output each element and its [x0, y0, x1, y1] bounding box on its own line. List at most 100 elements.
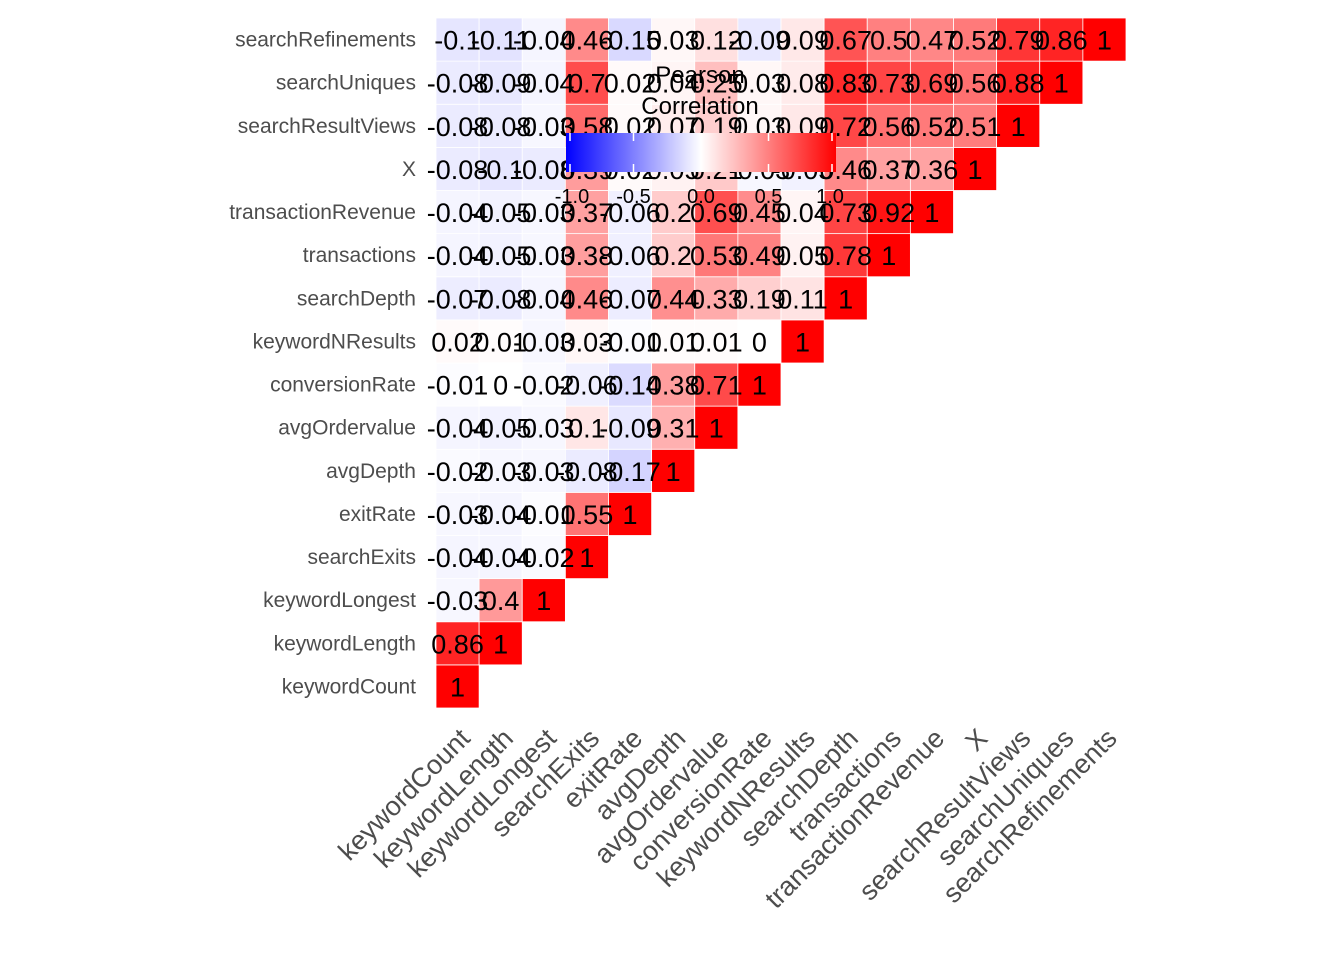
- heatmap-cell-avgDepth-keywordLongest: [521, 448, 566, 493]
- cell-value-searchResultViews-keywordLength: -0.08: [470, 112, 532, 142]
- cell-value-exitRate-searchExits: 0.55: [561, 500, 614, 530]
- cell-value-keywordNResults-keywordLength: 0.01: [474, 327, 527, 357]
- cell-value-searchResultViews-transactions: 0.56: [863, 112, 916, 142]
- heatmap-cell-searchResultViews-X: [953, 103, 998, 148]
- heatmap-cell-transactionRevenue-transactions: [866, 190, 911, 235]
- cell-value-avgOrdervalue-searchExits: 0.1: [568, 414, 606, 444]
- heatmap-cell-exitRate-exitRate: [608, 491, 653, 536]
- heatmap-cell-transactionRevenue-keywordLength: [478, 190, 523, 235]
- cell-value-searchUniques-keywordCount: -0.08: [427, 69, 489, 99]
- x-axis-labels: keywordCountkeywordLengthkeywordLongests…: [333, 723, 1123, 914]
- cell-value-searchRefinements-keywordLength: -0.11: [471, 26, 531, 56]
- heatmap-cell-avgOrdervalue-avgOrdervalue: [694, 405, 739, 450]
- cell-value-keywordLongest-keywordCount: -0.03: [427, 586, 489, 616]
- heatmap-cell-keywordLongest-keywordLength: [478, 578, 523, 623]
- cell-value-keywordCount-keywordCount: 1: [450, 672, 465, 702]
- cell-value-keywordNResults-exitRate: -0.01: [599, 327, 661, 357]
- heatmap-cell-X-X: [953, 146, 998, 191]
- cell-value-searchUniques-keywordNResults: 0.08: [776, 69, 829, 99]
- cell-value-transactionRevenue-transactionRevenue: 1: [924, 198, 939, 228]
- heatmap-cell-searchRefinements-keywordLength: [478, 17, 523, 62]
- heatmap-cell-searchRefinements-searchRefinements: [1082, 17, 1127, 62]
- heatmap-cell-keywordNResults-searchExits: [564, 319, 609, 364]
- cell-value-conversionRate-exitRate: -0.14: [599, 371, 661, 401]
- heatmap-cell-avgOrdervalue-avgDepth: [651, 405, 696, 450]
- heatmap-cell-searchUniques-searchUniques: [1039, 60, 1084, 105]
- cell-value-searchRefinements-searchExits: 0.46: [561, 26, 614, 56]
- legend-tick-label: 0.0: [687, 186, 715, 208]
- heatmap-cell-searchRefinements-avgOrdervalue: [694, 17, 739, 62]
- cell-value-searchUniques-keywordLongest: -0.04: [513, 69, 575, 99]
- cell-value-searchDepth-searchExits: 0.46: [561, 284, 614, 314]
- y-label-searchResultViews: searchResultViews: [238, 115, 416, 138]
- cell-value-searchRefinements-searchDepth: 0.67: [819, 26, 872, 56]
- y-label-keywordCount: keywordCount: [282, 675, 416, 698]
- cell-value-transactionRevenue-conversionRate: 0.45: [733, 198, 786, 228]
- heatmap-cell-searchRefinements-avgDepth: [651, 17, 696, 62]
- heatmap-cell-keywordNResults-exitRate: [608, 319, 653, 364]
- cell-value-searchUniques-searchDepth: 0.83: [819, 69, 872, 99]
- y-label-transactionRevenue: transactionRevenue: [229, 201, 416, 224]
- heatmap-cell-searchUniques-searchDepth: [823, 60, 868, 105]
- cell-value-transactionRevenue-keywordLongest: -0.03: [513, 198, 575, 228]
- cell-value-X-X: 1: [968, 155, 983, 185]
- cell-value-searchDepth-exitRate: -0.07: [599, 284, 661, 314]
- cell-value-transactions-transactions: 1: [881, 241, 896, 271]
- cell-value-transactionRevenue-searchExits: 0.37: [561, 198, 614, 228]
- cell-value-searchDepth-avgOrdervalue: 0.33: [690, 284, 743, 314]
- heatmap-cell-searchExits-searchExits: [564, 535, 609, 580]
- cell-value-searchDepth-keywordLongest: -0.04: [513, 284, 575, 314]
- cell-value-keywordNResults-avgOrdervalue: 0.01: [690, 327, 743, 357]
- heatmap-cell-searchResultViews-searchResultViews: [996, 103, 1041, 148]
- heatmap-cell-searchDepth-keywordNResults: [780, 276, 825, 321]
- cell-value-keywordNResults-keywordLongest: -0.03: [513, 327, 575, 357]
- cell-value-transactionRevenue-searchDepth: 0.73: [819, 198, 872, 228]
- cell-value-searchUniques-avgOrdervalue: 0.25: [690, 69, 743, 99]
- cell-value-searchUniques-conversionRate: 0.03: [733, 69, 786, 99]
- y-label-keywordLength: keywordLength: [274, 632, 416, 655]
- heatmap-cell-searchExits-keywordCount: [435, 535, 480, 580]
- cell-value-transactions-keywordLength: -0.05: [470, 241, 532, 271]
- heatmap-cell-exitRate-keywordLongest: [521, 491, 566, 536]
- cell-value-searchUniques-exitRate: 0.02: [604, 69, 657, 99]
- cell-value-keywordLength-keywordLength: 1: [493, 629, 508, 659]
- cell-value-transactions-keywordCount: -0.04: [427, 241, 489, 271]
- cell-value-X-keywordCount: -0.08: [427, 155, 489, 185]
- heatmap-cell-transactions-exitRate: [608, 233, 653, 278]
- heatmap-cell-transactions-searchExits: [564, 233, 609, 278]
- heatmap-cell-searchDepth-searchExits: [564, 276, 609, 321]
- cell-value-avgOrdervalue-exitRate: -0.09: [599, 414, 661, 444]
- heatmap-cell-exitRate-keywordLength: [478, 491, 523, 536]
- heatmap-cell-searchUniques-keywordLength: [478, 60, 523, 105]
- cell-value-transactionRevenue-keywordCount: -0.04: [427, 198, 489, 228]
- y-label-avgOrdervalue: avgOrdervalue: [278, 417, 416, 440]
- cell-value-X-keywordLength: -0.1: [477, 155, 524, 185]
- cell-value-transactionRevenue-transactions: 0.92: [863, 198, 916, 228]
- heatmap-cell-transactions-transactions: [866, 233, 911, 278]
- y-label-searchUniques: searchUniques: [276, 72, 416, 95]
- y-label-searchRefinements: searchRefinements: [235, 29, 416, 52]
- legend-tick-label: 1.0: [816, 186, 844, 208]
- cell-value-searchDepth-conversionRate: 0.19: [733, 284, 786, 314]
- y-label-searchExits: searchExits: [307, 546, 416, 569]
- heatmap-cell-searchDepth-searchDepth: [823, 276, 868, 321]
- cell-value-searchRefinements-searchUniques: 0.86: [1035, 26, 1088, 56]
- heatmap-cells: 10.86 1-0.030.4 1-0.04-0.04-0.02 1-0.03-0.0…: [427, 17, 1127, 709]
- y-label-keywordNResults: keywordNResults: [253, 330, 416, 353]
- y-label-transactions: transactions: [303, 244, 416, 267]
- heatmap-cell-searchUniques-transactions: [866, 60, 911, 105]
- cell-value-conversionRate-avgDepth: 0.38: [647, 371, 700, 401]
- heatmap-cell-searchUniques-keywordLongest: [521, 60, 566, 105]
- cell-value-searchRefinements-conversionRate: -0.09: [729, 26, 791, 56]
- heatmap-cell-avgDepth-keywordCount: [435, 448, 480, 493]
- heatmap-cell-avgOrdervalue-keywordLength: [478, 405, 523, 450]
- heatmap-cell-searchResultViews-transactionRevenue: [909, 103, 954, 148]
- cell-value-avgDepth-keywordLongest: -0.03: [513, 457, 575, 487]
- cell-value-transactions-conversionRate: 0.49: [733, 241, 786, 271]
- heatmap-cell-conversionRate-avgOrdervalue: [694, 362, 739, 407]
- cell-value-keywordLongest-keywordLength: 0.4: [482, 586, 520, 616]
- heatmap-cell-conversionRate-conversionRate: [737, 362, 782, 407]
- cell-value-avgDepth-keywordCount: -0.02: [427, 457, 489, 487]
- cell-value-searchRefinements-searchResultViews: 0.79: [992, 26, 1045, 56]
- y-label-exitRate: exitRate: [339, 503, 416, 526]
